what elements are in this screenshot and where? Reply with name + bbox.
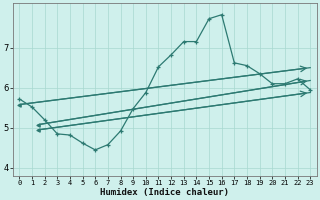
X-axis label: Humidex (Indice chaleur): Humidex (Indice chaleur) (100, 188, 229, 197)
